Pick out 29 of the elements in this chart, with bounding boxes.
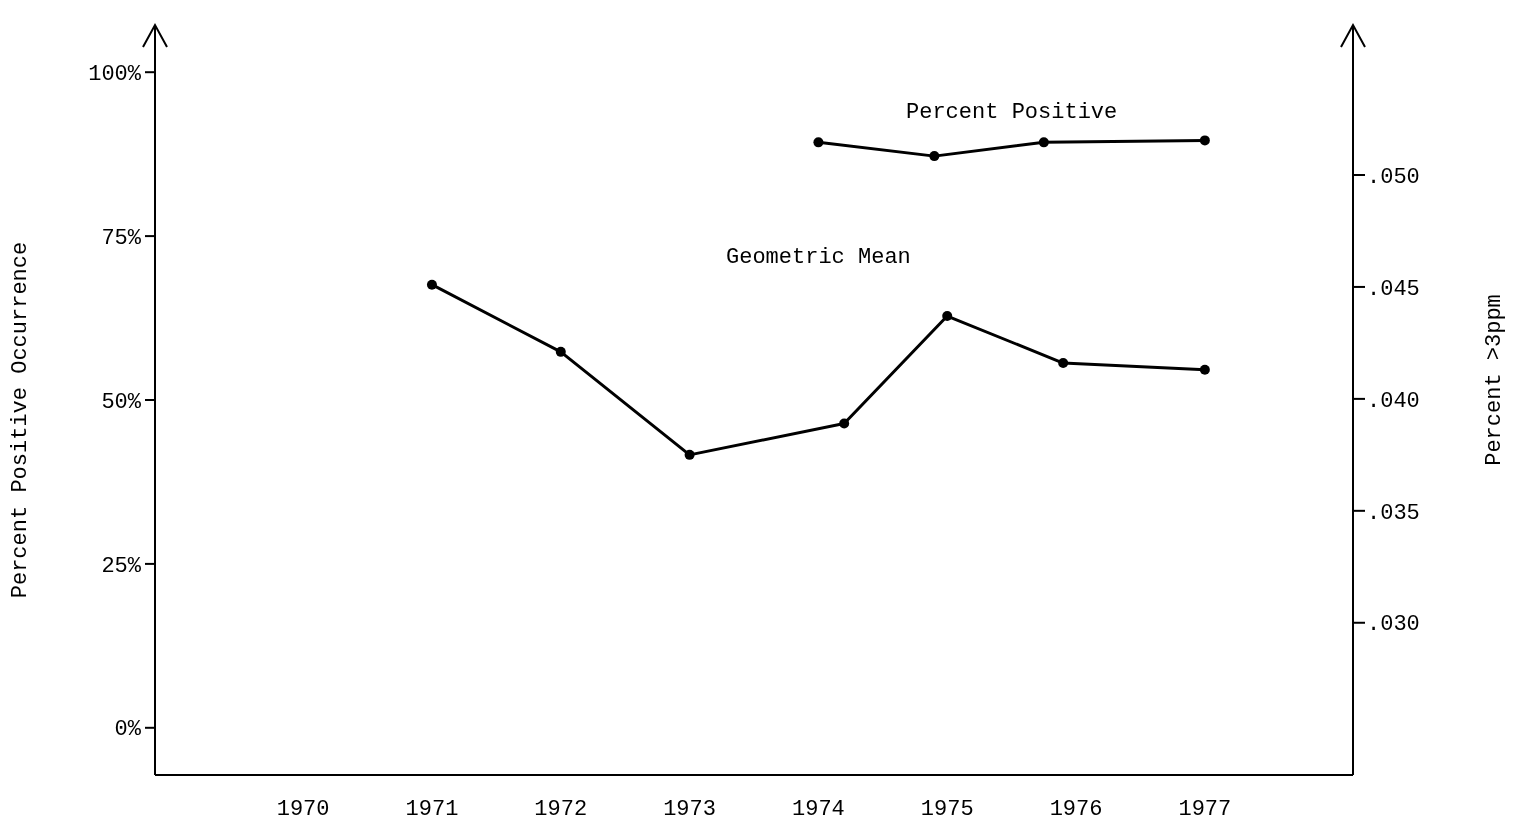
y2-tick-label: .050 [1367,164,1420,190]
x-tick-label: 1975 [920,797,974,822]
y-axis-title: Percent Positive Occurrence [8,241,33,599]
y2-tick-label: .030 [1367,612,1420,638]
point [1058,358,1069,369]
point [1199,364,1210,375]
y-tick-label: 25% [101,553,142,579]
point [839,418,850,429]
point [684,449,695,460]
x-tick-label: 1977 [1178,797,1232,822]
y-tick-label: 0% [114,717,142,743]
point [942,311,953,322]
y-tick-label: 75% [101,225,142,251]
point [555,346,566,357]
x-tick-label: 1971 [405,797,459,822]
x-tick-label: 1973 [663,797,716,822]
y-tick-label: 100% [88,61,142,87]
point [426,279,437,290]
y2-tick-label: .045 [1367,276,1420,302]
y2-axis-title: Percent >3ppm [1482,294,1507,466]
x-tick-label: 1974 [792,797,845,822]
y2-tick-label: .035 [1367,500,1420,526]
y-tick-label: 50% [101,389,142,415]
y2-tick-label: .040 [1367,388,1420,414]
text: Geometric Mean [725,244,911,270]
series-label: Percent Positive [906,100,1118,126]
x-tick-label: 1972 [534,797,588,822]
x-tick-label: 1976 [1049,797,1103,822]
x-tick-label: 1970 [276,797,330,822]
